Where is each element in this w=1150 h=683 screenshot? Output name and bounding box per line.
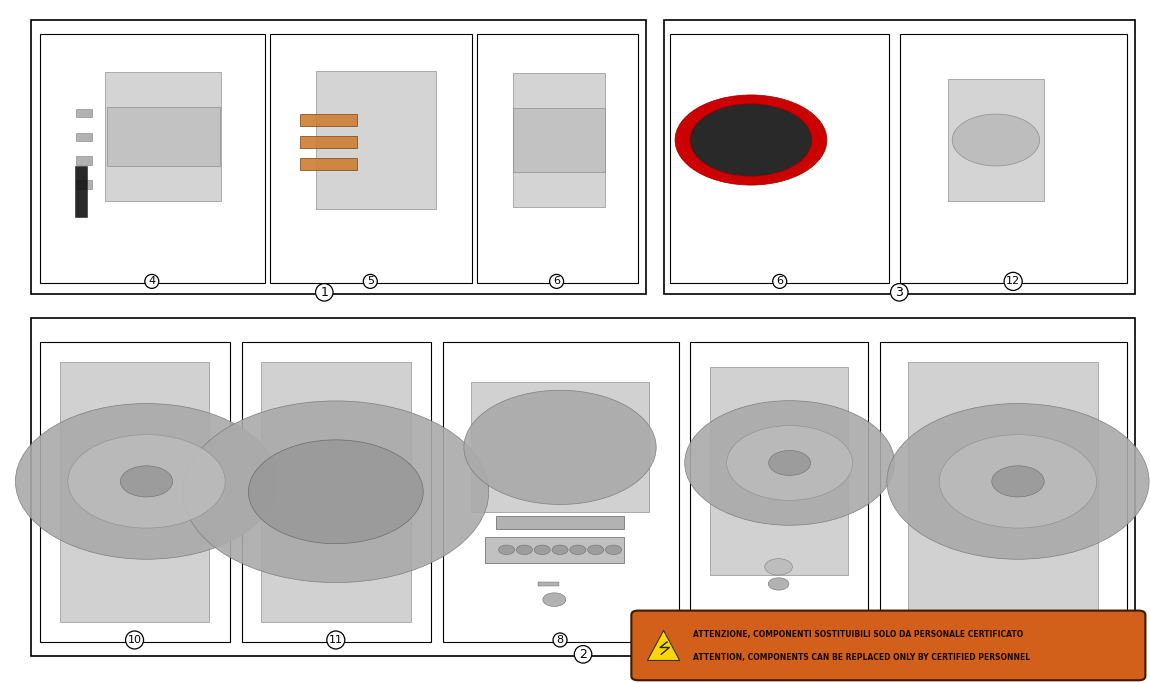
Circle shape — [543, 593, 566, 607]
Text: ATTENTION, COMPONENTS CAN BE REPLACED ONLY BY CERTIFIED PERSONNEL: ATTENTION, COMPONENTS CAN BE REPLACED ON… — [693, 653, 1030, 663]
Bar — [76, 180, 92, 189]
Text: 2: 2 — [580, 647, 586, 661]
Circle shape — [765, 559, 792, 575]
Text: 8: 8 — [557, 635, 564, 645]
Circle shape — [606, 545, 621, 555]
Bar — [300, 136, 356, 148]
Bar — [40, 342, 230, 642]
Bar — [670, 34, 889, 283]
FancyBboxPatch shape — [631, 611, 1145, 680]
Bar — [300, 114, 356, 126]
Circle shape — [887, 404, 1149, 559]
Circle shape — [940, 434, 1097, 528]
Text: 10: 10 — [128, 635, 141, 645]
Text: 12: 12 — [1006, 277, 1020, 286]
Bar — [31, 318, 1135, 656]
Bar — [496, 516, 624, 529]
Circle shape — [535, 545, 550, 555]
Circle shape — [952, 114, 1040, 166]
Text: 7: 7 — [775, 635, 782, 645]
Bar — [76, 109, 92, 117]
Bar — [76, 133, 92, 141]
Text: 9: 9 — [999, 635, 1006, 645]
Text: 1: 1 — [321, 285, 328, 299]
Bar — [40, 34, 264, 283]
Circle shape — [15, 404, 277, 559]
Bar — [107, 107, 220, 166]
Text: 6: 6 — [553, 277, 560, 286]
Bar — [948, 79, 1044, 201]
Circle shape — [121, 466, 172, 497]
Circle shape — [68, 434, 225, 528]
Bar — [472, 382, 649, 512]
Circle shape — [552, 545, 568, 555]
Bar — [477, 34, 638, 283]
Circle shape — [727, 426, 852, 501]
Bar — [31, 20, 646, 294]
Bar — [76, 156, 92, 165]
Circle shape — [684, 401, 895, 525]
Bar — [300, 158, 356, 170]
Text: 3: 3 — [896, 285, 903, 299]
Circle shape — [499, 545, 515, 555]
Bar — [261, 362, 411, 622]
Bar — [900, 34, 1127, 283]
Bar — [443, 342, 678, 642]
Polygon shape — [647, 630, 680, 660]
Wedge shape — [675, 95, 827, 185]
Bar — [270, 34, 472, 283]
Circle shape — [991, 466, 1044, 497]
Bar — [513, 72, 605, 208]
Bar — [316, 71, 436, 209]
Circle shape — [569, 545, 585, 555]
Bar — [485, 537, 623, 563]
Circle shape — [463, 390, 657, 505]
Circle shape — [183, 401, 489, 583]
Bar — [664, 20, 1135, 294]
Bar — [710, 367, 848, 575]
Bar — [242, 342, 431, 642]
Circle shape — [680, 98, 822, 182]
Text: ATTENZIONE, COMPONENTI SOSTITUIBILI SOLO DA PERSONALE CERTIFICATO: ATTENZIONE, COMPONENTI SOSTITUIBILI SOLO… — [693, 630, 1024, 639]
Text: 11: 11 — [329, 635, 343, 645]
Circle shape — [768, 451, 811, 475]
Text: 6: 6 — [776, 277, 783, 286]
Text: 4: 4 — [148, 277, 155, 286]
Circle shape — [588, 545, 604, 555]
Bar — [60, 362, 209, 622]
Circle shape — [768, 578, 789, 590]
Bar — [538, 582, 559, 586]
Bar — [880, 342, 1127, 642]
Circle shape — [516, 545, 532, 555]
Text: 5: 5 — [367, 277, 374, 286]
Bar — [690, 342, 868, 642]
Bar — [75, 166, 86, 217]
Bar — [908, 362, 1097, 622]
Circle shape — [248, 440, 423, 544]
Bar — [513, 109, 605, 171]
Bar — [106, 72, 221, 201]
